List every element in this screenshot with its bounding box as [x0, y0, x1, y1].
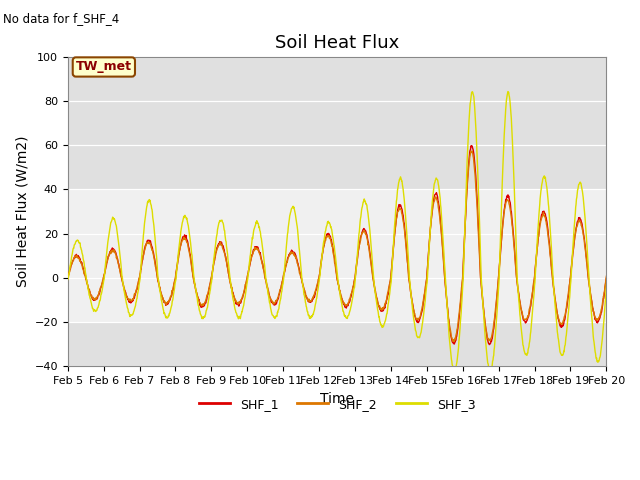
SHF_2: [540, 212, 547, 217]
X-axis label: Time: Time: [320, 392, 354, 406]
SHF_3: [540, 175, 547, 181]
SHF_3: [64, 276, 72, 282]
SHF_3: [171, 286, 179, 291]
SHF_1: [540, 210, 547, 216]
SHF_3: [504, 89, 512, 95]
SHF_1: [492, 310, 499, 315]
SHF_2: [244, 271, 252, 276]
SHF_2: [420, 291, 428, 297]
SHF_3: [244, 276, 252, 281]
SHF_2: [492, 305, 499, 311]
SHF_2: [450, 339, 458, 345]
SHF_1: [468, 143, 476, 149]
Text: No data for f_SHF_4: No data for f_SHF_4: [3, 12, 120, 25]
Legend: SHF_1, SHF_2, SHF_3: SHF_1, SHF_2, SHF_3: [193, 393, 481, 416]
Text: TW_met: TW_met: [76, 60, 132, 73]
SHF_1: [64, 274, 72, 279]
SHF_2: [184, 240, 191, 246]
SHF_3: [486, 368, 494, 374]
Line: SHF_2: SHF_2: [68, 151, 606, 342]
SHF_1: [244, 272, 252, 277]
SHF_1: [184, 239, 191, 244]
SHF_2: [602, 274, 610, 279]
Y-axis label: Soil Heat Flux (W/m2): Soil Heat Flux (W/m2): [15, 136, 29, 287]
Line: SHF_1: SHF_1: [68, 146, 606, 345]
Line: SHF_3: SHF_3: [68, 92, 606, 371]
SHF_2: [64, 276, 72, 282]
SHF_2: [171, 278, 179, 284]
SHF_3: [602, 282, 610, 288]
SHF_3: [492, 334, 499, 339]
Title: Soil Heat Flux: Soil Heat Flux: [275, 34, 399, 52]
SHF_2: [468, 148, 476, 154]
Bar: [68, 189, 606, 322]
SHF_1: [602, 276, 610, 281]
SHF_3: [420, 305, 428, 311]
SHF_1: [485, 342, 493, 348]
SHF_1: [171, 280, 179, 286]
SHF_3: [184, 220, 191, 226]
SHF_1: [420, 292, 428, 298]
